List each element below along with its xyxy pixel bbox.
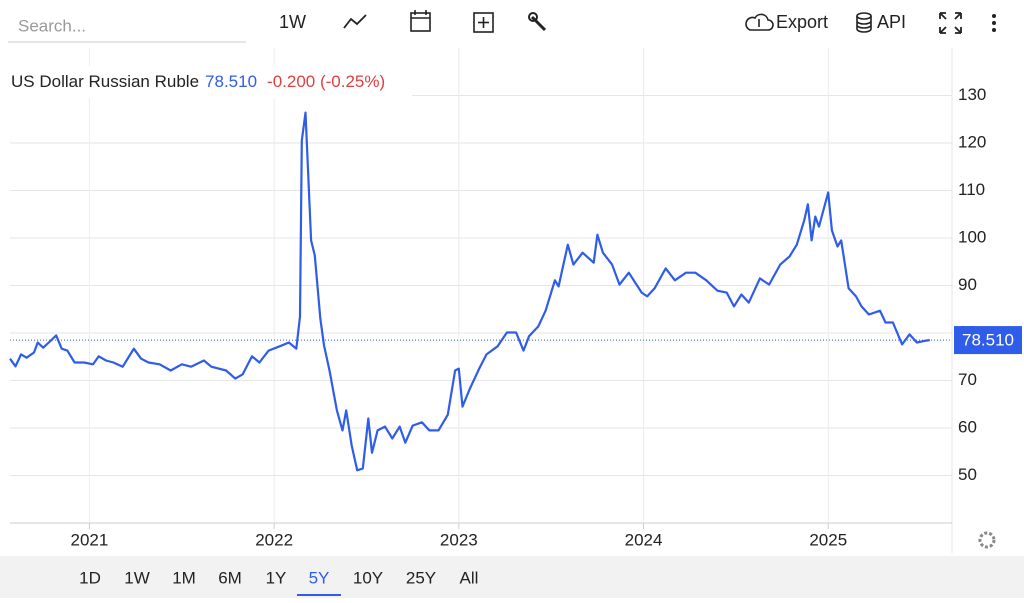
x-tick-label: 2024 bbox=[625, 530, 663, 549]
interval-button[interactable]: 1W bbox=[279, 12, 306, 32]
range-button[interactable]: 25Y bbox=[406, 568, 436, 587]
range-button[interactable]: 10Y bbox=[353, 568, 383, 587]
y-tick-label: 90 bbox=[958, 275, 977, 294]
export-button[interactable]: Export bbox=[745, 12, 828, 32]
y-tick-label: 100 bbox=[958, 227, 986, 246]
range-button[interactable]: 1W bbox=[124, 568, 150, 587]
x-tick-label: 2021 bbox=[71, 530, 109, 549]
header-bg bbox=[8, 66, 412, 98]
y-tick-label: 130 bbox=[958, 85, 986, 104]
chart-type-icon[interactable] bbox=[343, 14, 367, 29]
calendar-icon[interactable] bbox=[410, 10, 431, 32]
last-price: 78.510 bbox=[205, 72, 257, 91]
settings-wrench-icon[interactable] bbox=[528, 12, 547, 32]
price-line bbox=[9, 111, 930, 472]
x-tick-label: 2022 bbox=[255, 530, 293, 549]
settings-gear-icon[interactable] bbox=[978, 531, 996, 549]
api-button[interactable]: API bbox=[856, 12, 906, 33]
range-button[interactable]: 1D bbox=[79, 568, 101, 587]
instrument-name: US Dollar Russian Ruble bbox=[11, 72, 199, 91]
compare-icon[interactable] bbox=[473, 12, 494, 33]
y-tick-label: 50 bbox=[958, 465, 977, 484]
last-price-box bbox=[954, 326, 1022, 355]
last-price-label: 78.510 bbox=[962, 331, 1014, 350]
search-input[interactable]: Search... bbox=[18, 16, 86, 35]
y-tick-label: 60 bbox=[958, 417, 977, 436]
range-button[interactable]: All bbox=[460, 568, 479, 587]
range-button[interactable]: 6M bbox=[218, 568, 242, 587]
plot-area: 5060708090100110120130202120222023202420… bbox=[9, 48, 1022, 549]
price-change: -0.200 (-0.25%) bbox=[267, 72, 385, 91]
x-tick-label: 2025 bbox=[809, 530, 847, 549]
range-bar bbox=[0, 556, 1024, 598]
fullscreen-icon[interactable] bbox=[939, 12, 962, 34]
y-tick-label: 70 bbox=[958, 370, 977, 389]
range-buttons: 1D 1W 1M 6M 1Y 5Y 10Y 25Y All bbox=[79, 568, 479, 596]
export-label[interactable]: Export bbox=[776, 12, 828, 32]
api-label[interactable]: API bbox=[877, 12, 906, 32]
y-tick-label: 120 bbox=[958, 132, 986, 151]
header: US Dollar Russian Ruble 78.510 -0.200 (-0.… bbox=[11, 72, 385, 91]
range-button[interactable]: 5Y bbox=[309, 568, 330, 587]
range-button[interactable]: 1Y bbox=[266, 568, 287, 587]
x-tick-label: 2023 bbox=[440, 530, 478, 549]
y-tick-label: 110 bbox=[958, 180, 985, 199]
range-button[interactable]: 1M bbox=[172, 568, 196, 587]
toolbar: Search... 1W Export API bbox=[8, 10, 996, 43]
menu-icon[interactable] bbox=[992, 14, 996, 32]
